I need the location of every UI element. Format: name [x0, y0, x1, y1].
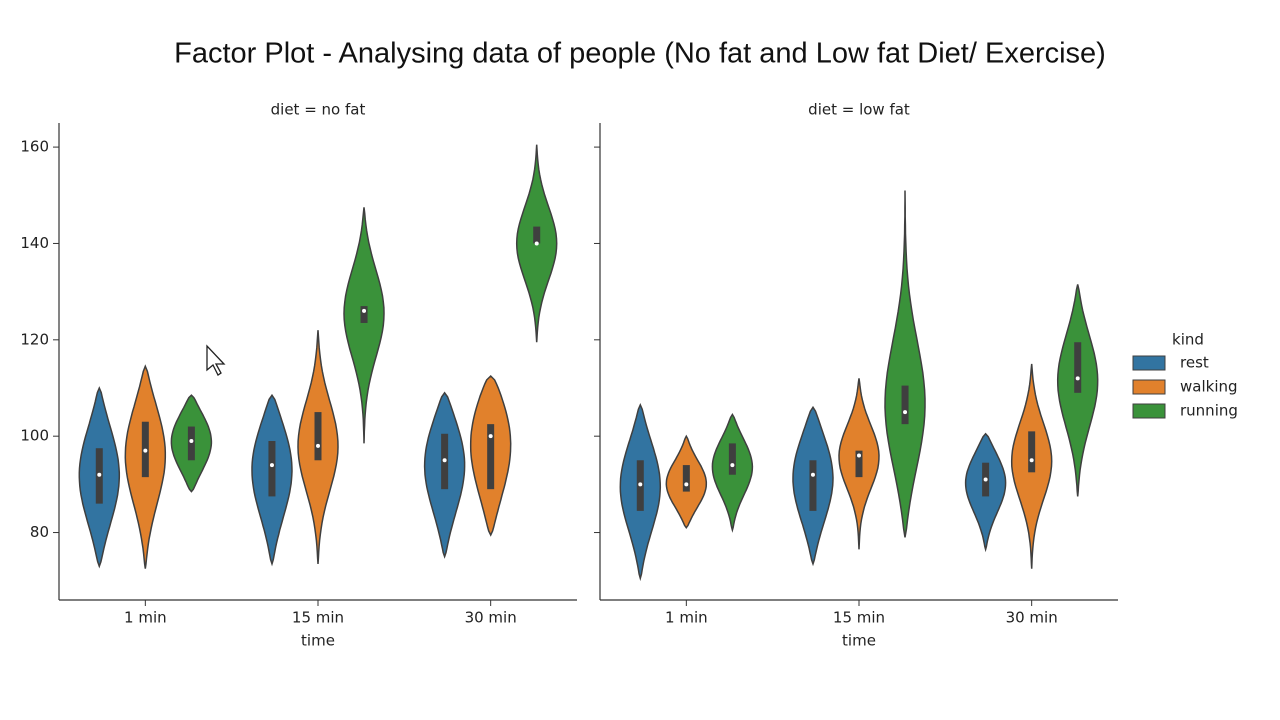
median-dot: [269, 463, 274, 468]
median-dot: [684, 482, 689, 487]
legend-title: kind: [1172, 331, 1204, 349]
y-tick-label: 100: [20, 427, 49, 445]
legend-label: running: [1180, 402, 1238, 420]
median-dot: [97, 472, 102, 477]
legend-label: rest: [1180, 354, 1209, 372]
median-dot: [143, 448, 148, 453]
x-tick-label: 1 min: [665, 609, 708, 627]
iqr-box: [809, 460, 817, 511]
iqr-box: [533, 226, 541, 244]
y-tick-label: 80: [30, 523, 49, 541]
median-dot: [189, 439, 194, 443]
panel-title: diet = no fat: [271, 101, 366, 119]
iqr-box: [901, 385, 909, 425]
median-dot: [488, 434, 493, 439]
y-tick-label: 160: [20, 138, 49, 156]
legend-swatch: [1132, 379, 1166, 395]
iqr-box: [187, 426, 195, 461]
iqr-box: [728, 443, 736, 475]
iqr-box: [682, 465, 690, 492]
iqr-box: [360, 306, 368, 323]
x-tick-label: 1 min: [124, 609, 167, 627]
page-title: Factor Plot - Analysing data of people (…: [174, 38, 1106, 70]
x-axis-label: time: [301, 632, 335, 650]
iqr-box: [855, 450, 863, 478]
iqr-box: [314, 412, 322, 461]
iqr-box: [1028, 431, 1036, 473]
x-tick-label: 30 min: [1006, 609, 1058, 627]
iqr-box: [268, 441, 276, 497]
median-dot: [638, 482, 643, 487]
x-tick-label: 15 min: [292, 609, 344, 627]
legend-label: walking: [1180, 378, 1238, 396]
y-tick-label: 120: [20, 330, 49, 348]
violin: [343, 207, 385, 444]
median-dot: [442, 458, 447, 463]
median-dot: [810, 472, 815, 477]
median-dot: [1029, 458, 1034, 463]
panel-title: diet = low fat: [808, 101, 910, 119]
legend-swatch: [1132, 403, 1166, 419]
x-axis-label: time: [842, 632, 876, 650]
median-dot: [857, 453, 861, 458]
violin: [884, 190, 926, 538]
y-tick-label: 140: [20, 234, 49, 252]
iqr-box: [1074, 342, 1082, 393]
median-dot: [362, 308, 367, 313]
x-tick-label: 30 min: [465, 609, 517, 627]
x-tick-label: 15 min: [833, 609, 885, 627]
median-dot: [1075, 376, 1080, 381]
median-dot: [983, 477, 988, 482]
median-dot: [534, 241, 539, 246]
iqr-box: [487, 424, 495, 490]
mouse-cursor: [206, 344, 226, 376]
legend-swatch: [1132, 355, 1166, 371]
median-dot: [730, 463, 735, 468]
median-dot: [316, 443, 320, 448]
median-dot: [903, 410, 908, 415]
